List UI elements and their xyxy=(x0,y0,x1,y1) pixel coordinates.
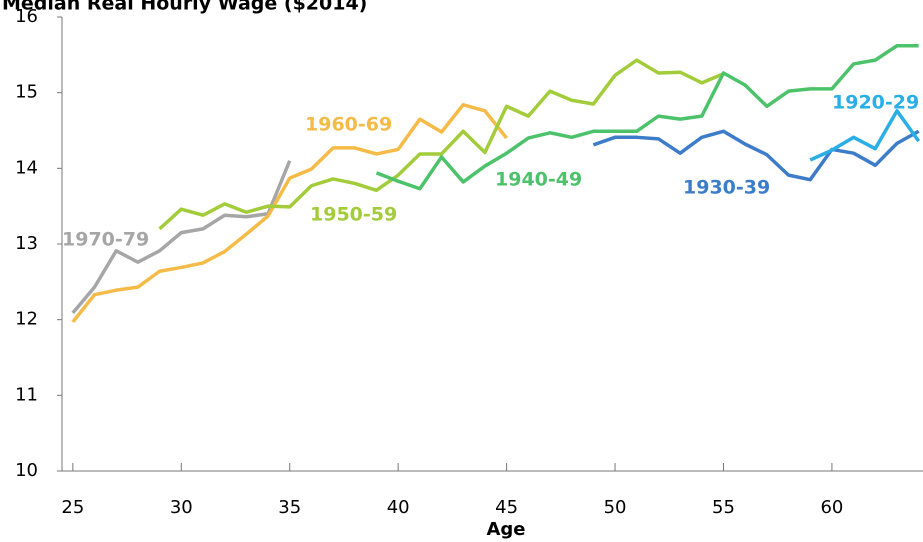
x-tick-label: 25 xyxy=(61,497,84,518)
x-tick-label: 40 xyxy=(387,497,410,518)
x-tick-label: 30 xyxy=(170,497,193,518)
series-label: 1950-59 xyxy=(310,204,397,226)
y-tick-label: 15 xyxy=(15,82,38,103)
series-label: 1960-69 xyxy=(305,114,392,136)
series-line xyxy=(158,58,725,231)
series-label: 1920-29 xyxy=(832,92,919,114)
x-tick-label: 50 xyxy=(604,497,627,518)
series-label: 1940-49 xyxy=(495,169,582,191)
series-line xyxy=(375,44,919,191)
chart-title: Median Real Hourly Wage ($2014) xyxy=(2,0,367,15)
series-line xyxy=(71,103,508,324)
x-tick-label: 60 xyxy=(820,497,843,518)
y-tick-label: 11 xyxy=(15,384,38,405)
y-tick-label: 12 xyxy=(15,309,38,330)
series-label: 1970-79 xyxy=(62,229,149,251)
x-tick-label: 55 xyxy=(712,497,735,518)
series-line xyxy=(809,109,921,162)
x-tick-label: 35 xyxy=(278,497,301,518)
y-tick-label: 10 xyxy=(15,460,38,481)
x-tick-label: 45 xyxy=(495,497,518,518)
x-axis-label: Age xyxy=(486,519,525,540)
series-line xyxy=(71,160,292,314)
y-tick-label: 13 xyxy=(15,233,38,254)
y-tick-label: 16 xyxy=(15,6,38,27)
y-tick-label: 14 xyxy=(15,157,38,178)
series-line xyxy=(592,129,920,182)
series-label: 1930-39 xyxy=(683,177,770,199)
